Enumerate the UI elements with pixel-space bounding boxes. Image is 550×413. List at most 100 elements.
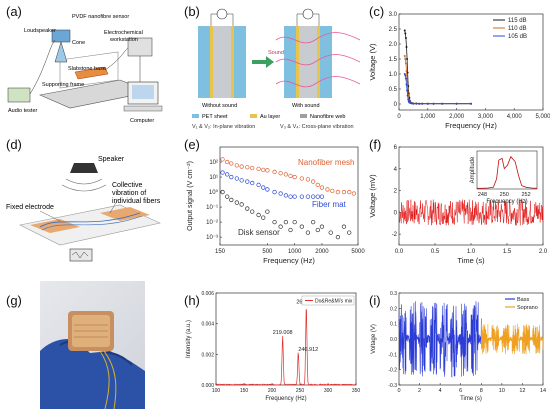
- panel-b: (b) Sound wave Without sound: [180, 0, 365, 135]
- series-point-e: [335, 234, 341, 240]
- chart-h: 100 150 200 250 300 350 0.000 0.002 0.004 0.006 Fr…: [186, 291, 361, 402]
- series-point-e: [305, 194, 311, 199]
- x-tick-label-f: 1.5: [503, 249, 512, 255]
- series-point-c: [405, 83, 408, 86]
- series-point-e: [288, 194, 293, 199]
- panel-i: (i) 0 2 4 6 8 10 12 14 -0.3 -0.2 -0.1 0.0 0.1 0.2 0.3 T…: [365, 275, 550, 413]
- series-point-e: [272, 169, 277, 175]
- panel-f: (f) 0.0 0.5 1.0 1.5 2.0 -2 0 2 4 6 Time (s) Voltage…: [365, 135, 550, 275]
- x-tick-label-c: 5,000: [535, 114, 550, 120]
- computer-keyboard-shape: [123, 105, 163, 112]
- x-tick-label-f: 0.5: [431, 249, 440, 255]
- y-tick-label-c: 1.5: [389, 57, 398, 63]
- panel-label-h: (h): [184, 293, 200, 308]
- panel-label-g: (g): [6, 293, 22, 308]
- x-tick-label-h: 350: [352, 388, 361, 394]
- series-point-e: [351, 191, 357, 196]
- hand-holding-sensor-image: [40, 311, 145, 409]
- chart-e: 150 500 1000 2000 5000 10² 10¹ 10⁰ 10⁻¹ 10⁻² 10⁻³ F…: [187, 146, 365, 265]
- series-point-c: [421, 102, 424, 105]
- y-tick-label-c: 2.5: [389, 27, 398, 33]
- series-point-e: [265, 209, 270, 214]
- series-point-e: [256, 166, 261, 172]
- x-axis-label-e: Frequency (Hz): [263, 256, 315, 265]
- series-point-c: [455, 102, 458, 105]
- label-slabstone: Slabstone base: [68, 66, 106, 72]
- legend-label-h: Do&Re&Mi's mix: [315, 299, 353, 305]
- legend-label-i: Bass: [517, 297, 529, 303]
- x-tick-label-i: 0: [397, 388, 400, 394]
- chart-f: 0.0 0.5 1.0 1.5 2.0 -2 0 2 4 6 Time (s) Voltage (mV…: [368, 145, 548, 265]
- panel-h: (h) 100 150 200 250 300 350 0.000 0.002 0.004 0.0…: [180, 275, 365, 413]
- panel-label-b: (b): [184, 4, 200, 19]
- y-tick-label-f: 2: [394, 189, 398, 195]
- panel-label-c: (c): [369, 4, 385, 19]
- x-tick-label-i: 6: [459, 388, 462, 394]
- series-point-e: [250, 165, 255, 171]
- x-tick-label-e: 5000: [351, 249, 365, 255]
- series-point-e: [299, 194, 304, 199]
- inset-spectrum-f: [477, 155, 538, 189]
- series-point-c: [405, 46, 408, 48]
- collective-label-1: Collective: [112, 182, 142, 189]
- x-tick-label-c: 4,000: [507, 114, 523, 120]
- x-axis-label-h: Frequency (Hz): [265, 396, 306, 402]
- y-tick-label-e: 10²: [209, 160, 218, 166]
- legend-label-i: Soprano: [517, 305, 538, 311]
- panel-g: (g): [0, 275, 180, 413]
- y-tick-label-c: 2.0: [389, 42, 398, 48]
- series-point-c: [404, 58, 407, 60]
- x-tick-label-i: 12: [519, 388, 525, 394]
- panel-d: (d) Speaker Fixed electrode Collective v…: [0, 135, 180, 275]
- series-label-disk-e: Disk sensor: [238, 228, 280, 237]
- spectrum-trace-h: [215, 309, 357, 386]
- label-workstation-1: Electrochemical: [104, 30, 143, 36]
- legend-crossplane: V₃ & V₄: Cross-plane vibration: [280, 124, 354, 130]
- series-point-e: [229, 161, 234, 166]
- legend-label-c: 115 dB: [508, 18, 527, 24]
- series-point-e: [315, 194, 320, 199]
- x-axis-label-f: Time (s): [457, 256, 485, 265]
- x-tick-label-i: 14: [540, 388, 546, 394]
- series-point-e: [256, 212, 261, 218]
- voltage-trace-i: [398, 301, 482, 378]
- series-point-c: [406, 94, 409, 97]
- legend-label-c: 105 dB: [508, 34, 527, 40]
- x-tick-label-c: 1,000: [420, 114, 436, 120]
- x-tick-label-h: 300: [324, 388, 333, 394]
- y-tick-label-h: 0.002: [201, 352, 214, 358]
- inset-x-axis-label-f: Frequency (Hz): [486, 199, 527, 205]
- collective-label-3: individual fibers: [112, 198, 161, 205]
- inset-y-axis-label-f: Amplitude: [470, 156, 476, 183]
- y-tick-label-i: 0.1: [390, 322, 397, 328]
- x-tick-label-c: 0: [397, 114, 401, 120]
- series-point-e: [220, 157, 225, 162]
- panel-c: (c) 0 1,000 2,000 3,000 4,000 5,000 0 0.5 1.0 1.5…: [365, 0, 550, 135]
- y-axis-label-c: Voltage (V): [368, 43, 377, 81]
- x-tick-label-i: 4: [439, 388, 442, 394]
- x-tick-label-f: 2.0: [539, 249, 548, 255]
- series-point-c: [415, 102, 418, 105]
- voltage-trace-i: [481, 323, 544, 355]
- y-tick-label-f: 0: [394, 210, 398, 216]
- series-point-c: [404, 62, 407, 65]
- series-point-e: [265, 168, 270, 173]
- series-label-nanofiber-e: Nanofiber mesh: [298, 158, 354, 167]
- inset-x-tick-label-f: 252: [521, 192, 530, 198]
- fixed-electrode-label: Fixed electrode: [6, 204, 54, 211]
- series-point-e: [225, 159, 230, 165]
- y-tick-label-f: -2: [392, 232, 398, 238]
- series-point-e: [319, 224, 325, 229]
- series-point-c: [405, 70, 408, 72]
- series-point-e: [305, 230, 311, 235]
- y-axis-label-h: Intensity (a.u.): [186, 320, 192, 358]
- legend-au: Au layer: [260, 114, 280, 120]
- sensor-photo: [40, 281, 145, 409]
- y-tick-label-f: 4: [394, 167, 398, 173]
- cone-shape: [54, 41, 68, 63]
- y-tick-label-e: 10⁻³: [206, 235, 218, 241]
- series-point-e: [245, 206, 250, 211]
- series-point-e: [229, 174, 234, 180]
- series-point-e: [341, 224, 347, 229]
- series-point-e: [239, 164, 244, 169]
